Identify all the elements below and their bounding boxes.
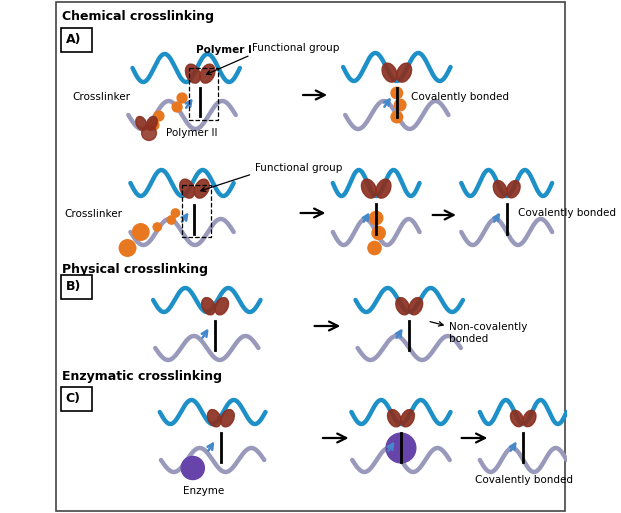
Text: Polymer I: Polymer I (196, 45, 252, 55)
Circle shape (386, 433, 416, 463)
Ellipse shape (388, 409, 401, 427)
Ellipse shape (401, 409, 414, 427)
Ellipse shape (507, 181, 520, 198)
Ellipse shape (361, 179, 376, 198)
Circle shape (368, 242, 381, 254)
Text: Functional group: Functional group (252, 43, 340, 53)
FancyBboxPatch shape (61, 275, 92, 299)
Ellipse shape (397, 63, 412, 82)
Text: Physical crosslinking: Physical crosslinking (62, 263, 208, 276)
Ellipse shape (376, 179, 391, 198)
Ellipse shape (147, 116, 157, 130)
Bar (189, 68, 219, 120)
Circle shape (177, 93, 187, 103)
Circle shape (119, 240, 136, 256)
Text: Enzyme: Enzyme (183, 486, 224, 496)
Circle shape (154, 111, 164, 121)
Text: Covalently bonded: Covalently bonded (519, 208, 616, 218)
FancyBboxPatch shape (61, 387, 92, 411)
Circle shape (167, 216, 176, 224)
Ellipse shape (396, 298, 409, 315)
Circle shape (171, 209, 179, 217)
Ellipse shape (215, 298, 229, 315)
Text: Functional group: Functional group (255, 163, 342, 173)
Text: Enzymatic crosslinking: Enzymatic crosslinking (62, 370, 222, 383)
Circle shape (172, 102, 182, 112)
Ellipse shape (523, 410, 536, 427)
Ellipse shape (493, 181, 507, 198)
Bar (182, 185, 211, 237)
Text: B): B) (66, 281, 81, 293)
Ellipse shape (409, 298, 423, 315)
Ellipse shape (186, 64, 201, 83)
Ellipse shape (202, 298, 215, 315)
Circle shape (372, 226, 385, 240)
Circle shape (391, 87, 402, 99)
Text: Polymer II: Polymer II (166, 128, 217, 138)
Circle shape (181, 457, 204, 480)
Circle shape (391, 111, 402, 123)
Circle shape (142, 126, 156, 141)
Circle shape (149, 120, 159, 130)
Circle shape (132, 224, 149, 240)
Text: C): C) (66, 392, 81, 405)
Text: Covalently bonded: Covalently bonded (411, 92, 509, 102)
Text: Chemical crosslinking: Chemical crosslinking (62, 10, 214, 23)
Ellipse shape (194, 179, 209, 198)
Ellipse shape (382, 63, 397, 82)
Text: Crosslinker: Crosslinker (72, 92, 130, 102)
Circle shape (369, 211, 383, 225)
Ellipse shape (179, 179, 194, 198)
Ellipse shape (136, 116, 147, 130)
Ellipse shape (207, 409, 221, 427)
FancyBboxPatch shape (61, 28, 92, 52)
Ellipse shape (200, 64, 215, 83)
Circle shape (394, 99, 406, 111)
Ellipse shape (510, 410, 524, 427)
Text: Crosslinker: Crosslinker (65, 209, 122, 219)
Text: Covalently bonded: Covalently bonded (475, 475, 573, 485)
Circle shape (153, 223, 161, 231)
Text: A): A) (66, 33, 81, 47)
Text: Non-covalently
bonded: Non-covalently bonded (449, 322, 527, 344)
Ellipse shape (220, 409, 234, 427)
